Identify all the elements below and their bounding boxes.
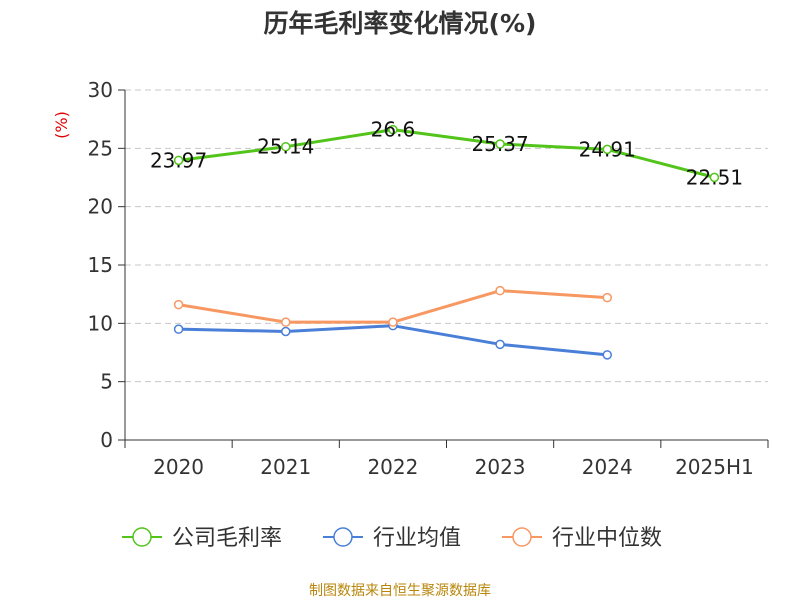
y-tick-label: 10 (88, 311, 113, 335)
legend-marker (132, 527, 152, 547)
data-label: 25.14 (257, 135, 314, 159)
legend: 公司毛利率 行业均值 行业中位数 (122, 526, 662, 551)
y-tick-label: 0 (100, 428, 113, 452)
source-note: 制图数据来自恒生聚源数据库 (309, 583, 491, 599)
legend-marker (333, 527, 353, 547)
chart-title: 历年毛利率变化情况(%) (263, 9, 537, 38)
data-point (173, 324, 184, 334)
legend-item: 公司毛利率 (122, 526, 282, 551)
data-labels: 23.97 25.14 26.6 25.37 24.91 22.51 (150, 118, 743, 190)
legend-marker (512, 527, 532, 547)
data-label: 22.51 (686, 165, 743, 189)
data-point (281, 317, 291, 327)
legend-label: 公司毛利率 (172, 526, 282, 551)
y-tick-label: 15 (88, 253, 113, 277)
x-tick-label: 2022 (367, 455, 418, 479)
data-point (388, 317, 398, 327)
y-tick-label: 25 (88, 136, 113, 160)
series (173, 124, 720, 360)
series-line (178, 128, 715, 179)
data-point (173, 155, 184, 166)
data-label: 24.91 (579, 137, 636, 161)
y-tick-label: 5 (100, 370, 113, 394)
data-point (495, 285, 505, 296)
data-point (281, 141, 291, 152)
data-point (173, 299, 184, 310)
x-tick-label: 2025H1 (675, 455, 754, 479)
data-point (495, 139, 505, 149)
y-tick-label: 30 (88, 78, 113, 102)
data-point (709, 172, 720, 183)
data-point (281, 326, 291, 337)
data-label: 25.37 (471, 132, 528, 156)
x-tick-label: 2021 (260, 455, 311, 479)
legend-item: 行业中位数 (502, 526, 662, 551)
data-point (495, 339, 505, 350)
y-axis-label: (%) (52, 111, 71, 139)
x-tick-label: 2023 (475, 455, 526, 479)
legend-item: 行业均值 (323, 526, 461, 551)
data-point (602, 350, 612, 360)
data-point (602, 144, 612, 155)
legend-label: 行业均值 (373, 526, 461, 551)
x-tick-label: 2020 (153, 455, 204, 479)
x-tick-label: 2024 (582, 455, 633, 479)
axes: 0 5 10 15 20 25 30 2020 2021 2022 2023 2024 2025H1 (88, 78, 769, 479)
y-tick-label: 20 (88, 195, 113, 219)
legend-label: 行业中位数 (552, 526, 662, 551)
data-point (388, 124, 398, 135)
grid-lines (125, 89, 768, 383)
data-label: 23.97 (150, 148, 207, 172)
data-point (602, 292, 612, 303)
data-label: 26.6 (371, 118, 416, 142)
